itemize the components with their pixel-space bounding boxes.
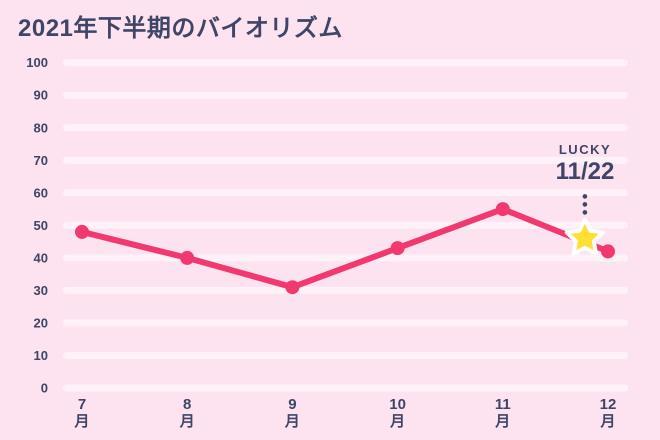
- y-tick-label: 70: [34, 153, 48, 168]
- gridline: [63, 91, 628, 99]
- gridline: [63, 124, 628, 132]
- y-tick-label: 20: [34, 315, 48, 330]
- x-tick-label: 11 月: [494, 396, 510, 430]
- gridline: [63, 221, 628, 229]
- y-tick-label: 0: [41, 381, 48, 396]
- data-point-12月: [601, 244, 615, 259]
- gridline: [63, 352, 628, 359]
- y-tick-label: 10: [34, 348, 48, 363]
- y-tick-label: 30: [34, 283, 48, 298]
- gridline: [63, 254, 628, 262]
- connector-dot: [582, 194, 588, 199]
- biorhythm-line: [79, 206, 611, 291]
- data-point-11月: [495, 202, 510, 217]
- data-point-8月: [180, 250, 195, 265]
- connector-dot: [582, 210, 588, 215]
- connector-dot: [582, 202, 588, 207]
- x-tick-label: 10 月: [389, 396, 406, 430]
- gridline: [63, 384, 628, 392]
- data-point-7月: [75, 224, 89, 239]
- data-point-9月: [285, 280, 300, 295]
- y-tick-label: 40: [34, 250, 48, 265]
- gridline: [63, 189, 628, 197]
- y-tick-label: 80: [34, 120, 48, 135]
- gridline: [63, 286, 628, 294]
- lucky-star-icon: [564, 217, 605, 256]
- y-tick-label: 60: [34, 185, 48, 200]
- x-tick-label: 12 月: [599, 396, 616, 430]
- y-tick-label: 90: [34, 88, 48, 103]
- lucky-annotation: LUCKY 11/22: [525, 142, 645, 186]
- lucky-date: 11/22: [555, 158, 615, 186]
- data-point-10月: [390, 241, 405, 256]
- y-tick-label: 50: [34, 218, 48, 233]
- gridline: [63, 156, 628, 164]
- chart-title: 2021年下半期のバイオリズム: [18, 15, 343, 42]
- lucky-label: LUCKY: [558, 142, 612, 157]
- gridline: [63, 319, 628, 327]
- y-tick-label: 100: [26, 55, 48, 70]
- gridline: [63, 59, 628, 67]
